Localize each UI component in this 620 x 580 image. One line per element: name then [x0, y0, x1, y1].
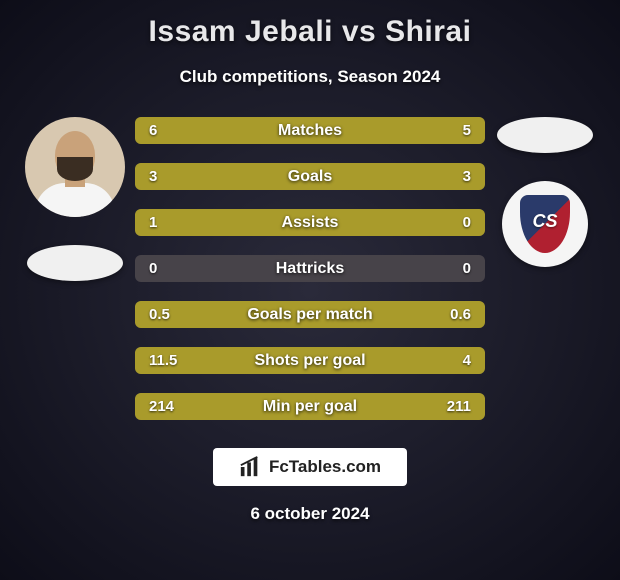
stat-label: Hattricks — [135, 255, 485, 282]
stat-row: 10Assists — [135, 209, 485, 236]
comparison-card: Issam Jebali vs Shirai Club competitions… — [0, 0, 620, 580]
comparison-body: 65Matches 33Goals 10Assists 00Hattricks 0.50… — [0, 117, 620, 420]
stat-label: Goals per match — [135, 301, 485, 328]
stat-row: 00Hattricks — [135, 255, 485, 282]
stat-label: Matches — [135, 117, 485, 144]
stat-label: Goals — [135, 163, 485, 190]
right-side: CS — [485, 117, 605, 267]
chart-icon — [239, 456, 261, 478]
stat-row: 33Goals — [135, 163, 485, 190]
player2-name: Shirai — [385, 15, 471, 48]
stat-row: 214211Min per goal — [135, 393, 485, 420]
player2-club-badge: CS — [502, 181, 588, 267]
subtitle: Club competitions, Season 2024 — [180, 67, 441, 87]
stat-label: Assists — [135, 209, 485, 236]
player2-flag — [497, 117, 593, 153]
stat-label: Min per goal — [135, 393, 485, 420]
player1-avatar — [25, 117, 125, 217]
date-label: 6 october 2024 — [250, 504, 369, 524]
club-badge-text: CS — [502, 211, 588, 232]
stat-row: 11.54Shots per goal — [135, 347, 485, 374]
stat-row: 0.50.6Goals per match — [135, 301, 485, 328]
player1-name: Issam Jebali — [149, 15, 333, 48]
brand-badge: FcTables.com — [213, 448, 407, 486]
vs-label: vs — [342, 15, 376, 48]
left-side — [15, 117, 135, 281]
stat-bars: 65Matches 33Goals 10Assists 00Hattricks 0.50… — [135, 117, 485, 420]
page-title: Issam Jebali vs Shirai — [149, 15, 472, 49]
brand-text: FcTables.com — [269, 457, 381, 477]
stat-row: 65Matches — [135, 117, 485, 144]
stat-label: Shots per goal — [135, 347, 485, 374]
player1-flag — [27, 245, 123, 281]
